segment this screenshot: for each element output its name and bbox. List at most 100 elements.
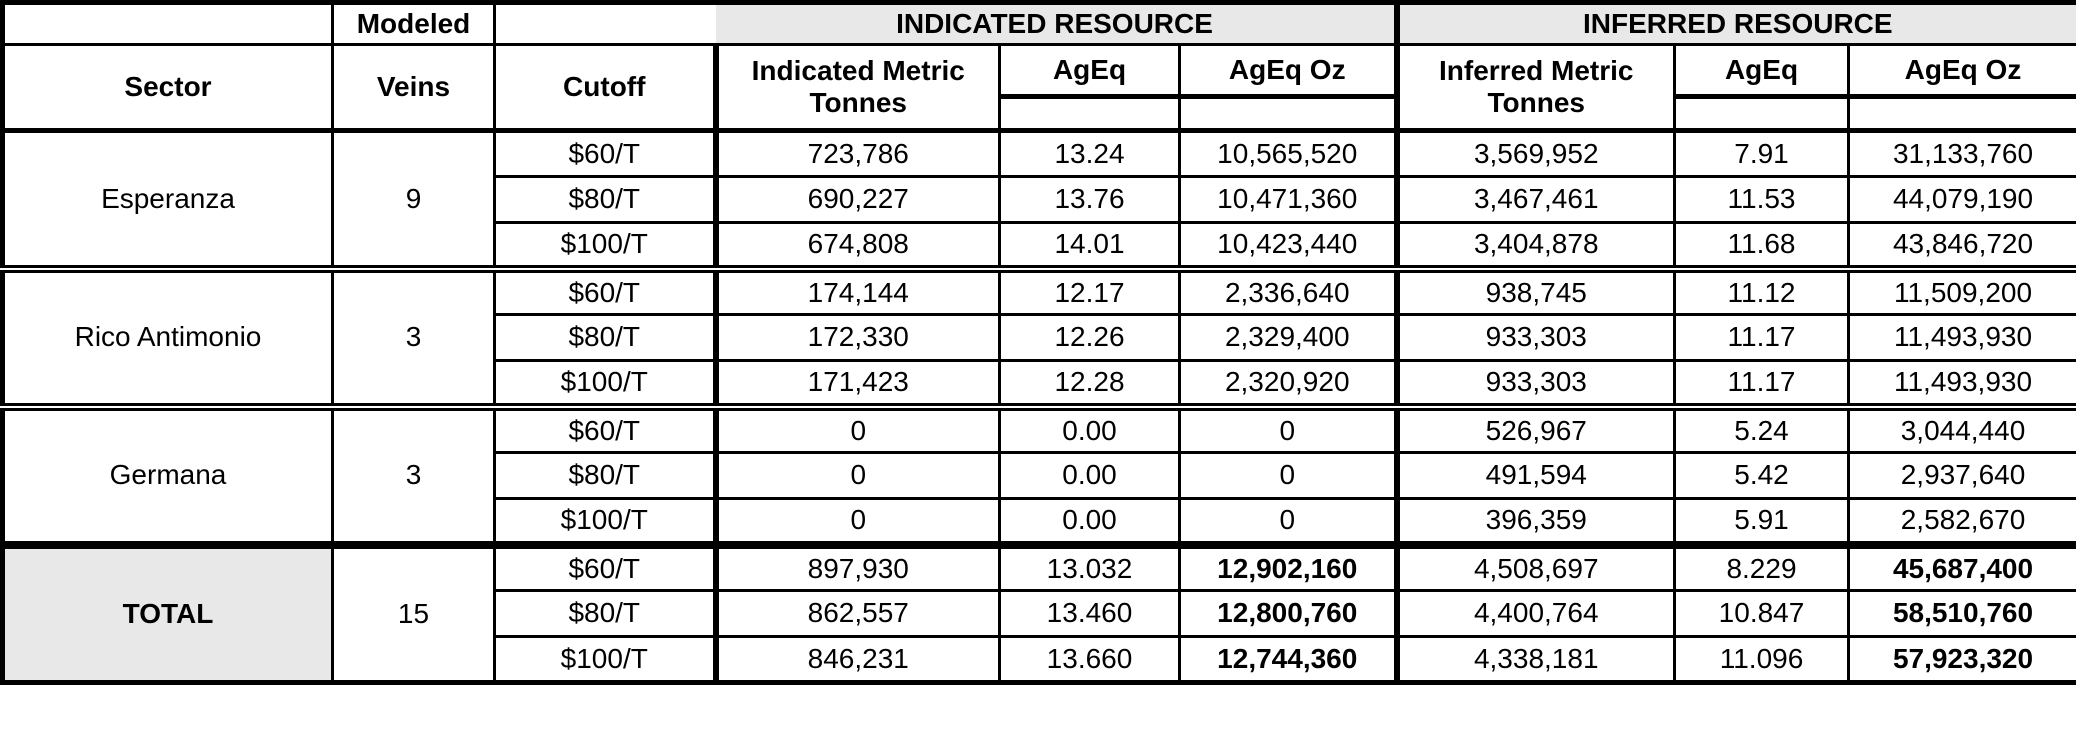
indicated-ageq-oz-cell: 12,744,360 [1178,635,1398,684]
inferred-tonnes-cell: 3,467,461 [1393,175,1676,224]
indicated-resource-banner: INDICATED RESOURCE [715,1,1398,46]
cutoff-blank-cell [493,1,716,46]
inferred-ageq-cell: 11.68 [1673,221,1850,270]
inferred-ageq-cell: 5.91 [1673,497,1850,546]
veins-cell: 3 [331,402,496,546]
cutoff-cell: $60/T [493,540,717,592]
inferred-ageq-cell: 11.17 [1673,359,1850,408]
inferred-tonnes-cell: 491,594 [1393,451,1676,500]
indicated-ageq-oz-cell: 12,800,760 [1178,589,1398,638]
cutoff-cell: $100/T [493,221,717,270]
indicated-ageq-oz-column-header: AgEq Oz [1178,43,1398,99]
sector-column-header: Sector [1,43,334,133]
corner-blank-cell [1,1,334,46]
blank-subcell [1846,95,2076,133]
sector-cell: Rico Antimonio [1,264,334,408]
inferred-ageq-cell: 5.42 [1673,451,1850,500]
sector-cell: Esperanza [1,129,334,270]
inferred-ageq-cell: 11.096 [1673,635,1850,684]
indicated-ageq-cell: 0.00 [998,402,1181,454]
cutoff-cell: $80/T [493,451,717,500]
indicated-ageq-oz-cell: 10,565,520 [1178,129,1398,178]
inferred-ageq-oz-cell: 57,923,320 [1846,635,2076,684]
indicated-tonnes-cell: 846,231 [712,635,1001,684]
indicated-ageq-oz-cell: 10,423,440 [1178,221,1398,270]
indicated-ageq-cell: 13.460 [998,589,1181,638]
indicated-tonnes-cell: 0 [712,402,1001,454]
indicated-ageq-oz-cell: 2,336,640 [1178,264,1398,316]
indicated-ageq-oz-cell: 10,471,360 [1178,175,1398,224]
veins-cell: 9 [331,129,496,270]
blank-subcell [998,95,1181,133]
cutoff-cell: $100/T [493,635,717,684]
cutoff-cell: $100/T [493,359,717,408]
indicated-tonnes-cell: 171,423 [712,359,1001,408]
inferred-ageq-oz-cell: 11,509,200 [1846,264,2076,316]
inferred-tonnes-cell: 396,359 [1393,497,1676,546]
inferred-ageq-cell: 8.229 [1673,540,1850,592]
total-sector-cell: TOTAL [1,540,334,684]
resource-table: Modeled INDICATED RESOURCE INFERRED RESO… [0,0,2076,685]
indicated-ageq-cell: 13.76 [998,175,1181,224]
cutoff-cell: $60/T [493,129,717,178]
inferred-ageq-oz-cell: 31,133,760 [1846,129,2076,178]
inferred-resource-banner: INFERRED RESOURCE [1393,1,2076,46]
cutoff-cell: $80/T [493,589,717,638]
inferred-ageq-oz-cell: 11,493,930 [1846,359,2076,408]
inferred-tonnes-cell: 938,745 [1393,264,1676,316]
indicated-tonnes-cell: 897,930 [712,540,1001,592]
inferred-ageq-cell: 10.847 [1673,589,1850,638]
indicated-tonnes-cell: 674,808 [712,221,1001,270]
indicated-tonnes-cell: 723,786 [712,129,1001,178]
inferred-ageq-oz-cell: 45,687,400 [1846,540,2076,592]
indicated-ageq-cell: 12.17 [998,264,1181,316]
inferred-ageq-cell: 11.12 [1673,264,1850,316]
cutoff-cell: $100/T [493,497,717,546]
inferred-ageq-cell: 11.53 [1673,175,1850,224]
indicated-ageq-cell: 13.032 [998,540,1181,592]
cutoff-column-header: Cutoff [493,43,717,133]
inferred-tonnes-cell: 933,303 [1393,313,1676,362]
inferred-ageq-column-header: AgEq [1673,43,1850,99]
indicated-ageq-oz-cell: 2,329,400 [1178,313,1398,362]
indicated-tonnes-cell: 174,144 [712,264,1001,316]
indicated-ageq-oz-cell: 12,902,160 [1178,540,1398,592]
indicated-tonnes-cell: 0 [712,497,1001,546]
indicated-ageq-oz-cell: 0 [1178,497,1398,546]
inferred-ageq-cell: 5.24 [1673,402,1850,454]
inferred-ageq-cell: 7.91 [1673,129,1850,178]
inferred-ageq-oz-cell: 11,493,930 [1846,313,2076,362]
blank-subcell [1673,95,1850,133]
veins-cell: 3 [331,264,496,408]
inferred-ageq-oz-cell: 2,582,670 [1846,497,2076,546]
indicated-ageq-cell: 13.24 [998,129,1181,178]
inferred-ageq-oz-cell: 3,044,440 [1846,402,2076,454]
inferred-ageq-oz-column-header: AgEq Oz [1846,43,2076,99]
indicated-ageq-cell: 14.01 [998,221,1181,270]
inferred-tonnes-cell: 4,338,181 [1393,635,1676,684]
indicated-tonnes-cell: 0 [712,451,1001,500]
cutoff-cell: $80/T [493,313,717,362]
indicated-ageq-oz-cell: 0 [1178,402,1398,454]
inferred-tonnes-column-header: Inferred Metric Tonnes [1393,43,1676,133]
inferred-ageq-oz-cell: 2,937,640 [1846,451,2076,500]
inferred-tonnes-cell: 3,404,878 [1393,221,1676,270]
modeled-header: Modeled [331,1,496,46]
veins-column-header: Veins [331,43,496,133]
inferred-ageq-oz-cell: 58,510,760 [1846,589,2076,638]
inferred-tonnes-cell: 3,569,952 [1393,129,1676,178]
indicated-ageq-oz-cell: 0 [1178,451,1398,500]
indicated-tonnes-column-header: Indicated Metric Tonnes [712,43,1001,133]
inferred-tonnes-cell: 4,508,697 [1393,540,1676,592]
inferred-tonnes-cell: 526,967 [1393,402,1676,454]
inferred-ageq-oz-cell: 44,079,190 [1846,175,2076,224]
indicated-ageq-cell: 0.00 [998,497,1181,546]
inferred-ageq-cell: 11.17 [1673,313,1850,362]
indicated-ageq-column-header: AgEq [998,43,1181,99]
inferred-tonnes-cell: 4,400,764 [1393,589,1676,638]
indicated-tonnes-cell: 862,557 [712,589,1001,638]
indicated-tonnes-cell: 690,227 [712,175,1001,224]
cutoff-cell: $60/T [493,264,717,316]
sector-cell: Germana [1,402,334,546]
